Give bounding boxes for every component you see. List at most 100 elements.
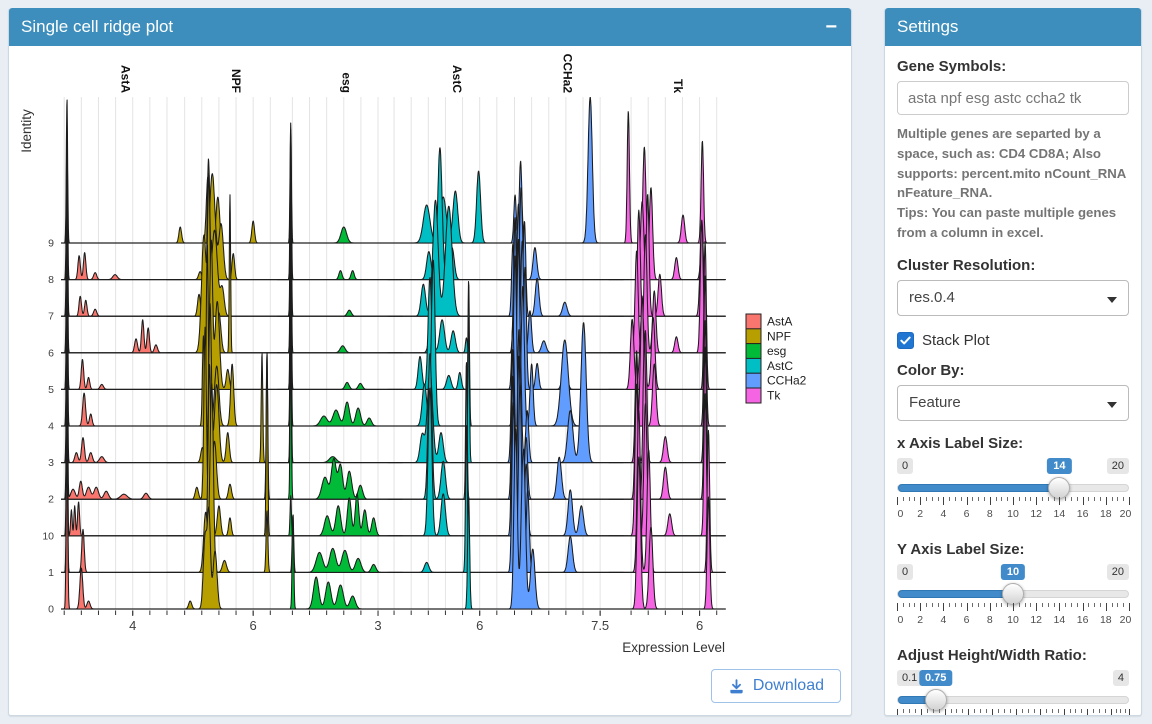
ridge-curve (387, 352, 514, 500)
ridge-curve (166, 383, 293, 573)
row-label: 6 (48, 347, 54, 359)
ridge-curve (276, 493, 403, 537)
gene-column-label: NPF (229, 69, 243, 93)
color-by-value: Feature (909, 394, 961, 412)
ridge-curve (61, 350, 182, 500)
slider-handle[interactable] (1002, 582, 1024, 605)
slider-track[interactable] (897, 582, 1129, 605)
legend-swatch (745, 343, 762, 360)
y-axis-label-size-label: Y Axis Label Size: (897, 540, 1025, 558)
plot-card-title: Single cell ridge plot (21, 17, 174, 36)
row-label: 8 (48, 274, 54, 286)
download-button[interactable]: Download (710, 669, 841, 703)
slider-grid: 0.10.50.91.31.72.12.52.93.33.74 (897, 708, 1130, 715)
chevron-down-icon (1107, 401, 1117, 408)
x-tick-label: 6 (476, 618, 483, 633)
ridge-curve (608, 240, 726, 390)
ridge-curve (276, 122, 403, 244)
settings-card-body: Gene Symbols: Multiple genes are separte… (885, 46, 1141, 715)
ridge-row (61, 381, 726, 574)
ridge-curve (276, 514, 403, 610)
plot-card-body: 4 6 3 6 7.5 6 9 8 7 6 5 4 3 2 10 1 0 AstA NPF esg AstC CCHa2 T… (9, 46, 851, 715)
slider-max-label: 20 (1106, 563, 1129, 580)
ridge-row (61, 97, 726, 244)
ridge-curve (276, 346, 403, 500)
ridge-curve (608, 456, 726, 610)
settings-card-title: Settings (897, 17, 959, 36)
slider-value-badge: 14 (1047, 457, 1072, 474)
stack-plot-label: Stack Plot (922, 331, 990, 349)
row-label: 9 (48, 238, 54, 250)
ridge-curve (387, 317, 514, 464)
ridge-curve (387, 259, 514, 427)
x-tick-label: 3 (374, 618, 381, 633)
ridge-curve (608, 320, 726, 464)
cluster-resolution-value: res.0.4 (909, 289, 955, 307)
color-by-label: Color By: (897, 361, 965, 379)
slider-handle[interactable] (925, 688, 948, 711)
cluster-resolution-label: Cluster Resolution: (897, 256, 1036, 274)
slider-grid: 0 2 4 6 8 10 12 14 16 18 20 (897, 602, 1131, 633)
legend-label: CCHa2 (767, 374, 807, 388)
ridge-curve (166, 239, 293, 390)
legend-swatch (745, 328, 762, 345)
y-axis-label-size-slider[interactable]: 0 10 20 0 2 4 6 8 10 12 14 16 18 20 (897, 563, 1131, 636)
x-tick-label: 4 (129, 618, 136, 633)
y-axis-title: Identity (19, 109, 34, 153)
slider-track[interactable] (897, 688, 1129, 711)
collapse-button[interactable]: − (825, 16, 837, 38)
row-label: 5 (48, 384, 54, 396)
legend-label: esg (767, 344, 786, 358)
ridge-curve (61, 99, 182, 244)
ridge-curve (387, 497, 514, 610)
ridge-curve (61, 167, 182, 317)
row-label: 7 (48, 311, 54, 323)
x-axis-label-size-slider[interactable]: 0 14 20 0 2 4 6 8 10 12 14 16 18 20 (897, 457, 1131, 530)
ridge-curve (61, 455, 182, 610)
ridge-curve (608, 275, 726, 427)
legend-label: AstC (767, 359, 793, 373)
legend-label: NPF (767, 329, 791, 343)
gene-symbols-tips: Tips: You can paste multiple genes from … (897, 205, 1117, 240)
ridge-plot-card: Single cell ridge plot − 4 6 3 6 7.5 6 9 8 7 6 5 4 3… (8, 8, 852, 716)
gene-column-label: AstA (118, 65, 132, 93)
ridge-curve (608, 383, 726, 537)
ridge-curve (166, 355, 293, 537)
color-by-select[interactable]: Feature (897, 384, 1129, 421)
slider-grid: 0 2 4 6 8 10 12 14 16 18 20 (897, 496, 1131, 527)
height-width-ratio-slider[interactable]: 0.10.75 4 0.10.50.91.31.72.12.52.93.33.74 (897, 669, 1130, 715)
stack-plot-checkbox[interactable] (897, 331, 914, 349)
ridge-row (61, 238, 726, 391)
ridge-curve (61, 277, 182, 427)
gene-column-label: CCHa2 (560, 54, 574, 94)
legend-swatch (745, 387, 762, 404)
x-axis-label-size-label: x Axis Label Size: (897, 434, 1024, 452)
check-icon (900, 336, 911, 345)
slider-handle[interactable] (1048, 476, 1070, 499)
slider-value-badge: 10 (1000, 563, 1026, 580)
x-axis: 4 6 3 6 7.5 6 (63, 610, 718, 633)
ridge-curve (166, 303, 293, 464)
slider-max-label: 20 (1106, 457, 1129, 474)
ridge-row (61, 129, 726, 281)
gene-column-label: esg (339, 72, 353, 93)
x-tick-label: 6 (696, 618, 703, 633)
settings-card: Settings Gene Symbols: Multiple genes ar… (884, 8, 1142, 716)
x-axis-title: Expression Level (622, 640, 725, 655)
legend-swatch (745, 372, 762, 389)
slider-track[interactable] (897, 476, 1129, 499)
row-label: 10 (42, 530, 54, 542)
row-label: 0 (48, 604, 54, 616)
slider-value-badge: 0.75 (918, 669, 953, 686)
ridge-curve (61, 387, 182, 537)
ridge-curve (387, 387, 514, 537)
ridge-curve (276, 129, 403, 281)
cluster-resolution-select[interactable]: res.0.4 (897, 279, 1129, 316)
gene-column-label: Tk (671, 79, 685, 93)
gene-symbols-help: Multiple genes are separted by a space, … (897, 126, 1126, 201)
ridge-curve (497, 381, 624, 573)
gene-symbols-input[interactable] (897, 81, 1129, 115)
ridge-curve (387, 425, 514, 573)
row-label: 2 (48, 494, 54, 506)
legend-swatch (745, 357, 762, 374)
